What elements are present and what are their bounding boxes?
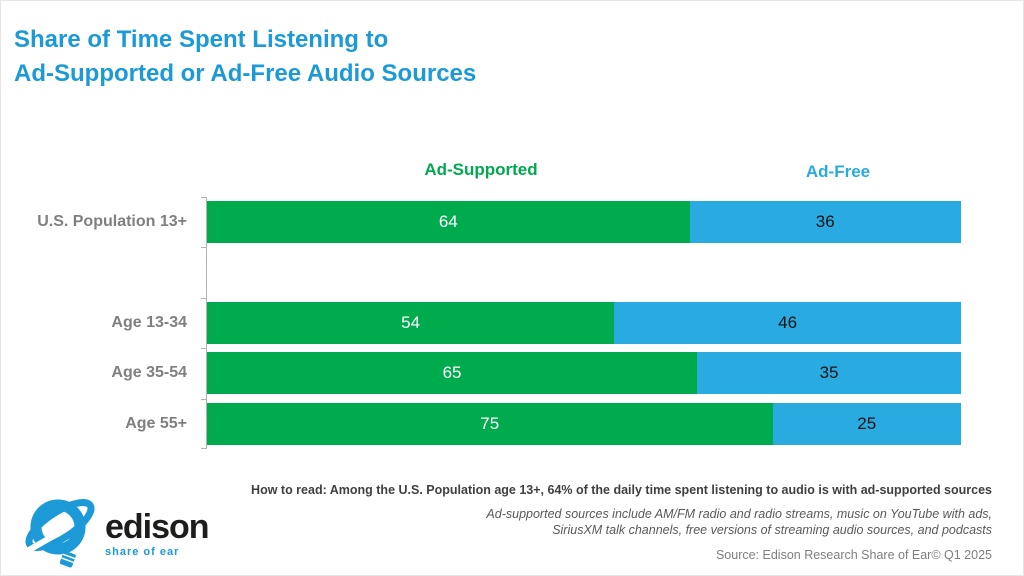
edison-lightbulb-icon — [23, 490, 99, 575]
category-labels: U.S. Population 13+ Age 13-34 Age 35-54 Age… — [1, 197, 197, 449]
value-label: 36 — [815, 212, 835, 231]
bar-row: 54 46 — [207, 301, 961, 344]
ad-free-segment: 35 — [697, 352, 961, 395]
axis-tick — [201, 448, 207, 449]
how-to-read-note: How to read: Among the U.S. Population a… — [251, 483, 992, 497]
edison-logo: edison share of ear — [23, 490, 210, 575]
category-label: Age 13-34 — [111, 314, 187, 331]
legend-ad-supported: Ad-Supported — [424, 160, 538, 179]
value-label: 54 — [401, 312, 421, 332]
value-label: 46 — [778, 312, 798, 332]
page-title-line1: Share of Time Spent Listening to — [14, 26, 389, 53]
source-credit: Source: Edison Research Share of Ear© Q1… — [715, 548, 992, 562]
sources-note-line1: Ad-supported sources include AM/FM radio… — [486, 507, 992, 521]
footnotes: How to read: Among the U.S. Population a… — [221, 482, 992, 562]
category-label: Age 55+ — [125, 414, 187, 432]
axis-tick — [201, 197, 207, 198]
axis-tick — [201, 398, 207, 400]
category-label: U.S. Population 13+ — [37, 213, 187, 231]
edison-logo-tagline: share of ear — [105, 546, 180, 558]
value-label: 75 — [480, 413, 500, 433]
y-axis-line — [206, 197, 207, 449]
ad-supported-segment: 65 — [207, 352, 698, 395]
axis-tick — [201, 247, 207, 249]
category-label: Age 35-54 — [111, 364, 187, 382]
ad-free-segment: 25 — [772, 402, 961, 445]
value-label: 35 — [819, 363, 839, 383]
edison-logo-name: edison — [105, 508, 210, 546]
legend-ad-free: Ad-Free — [805, 162, 871, 181]
bar-row: 64 36 — [207, 201, 961, 243]
stacked-bar-chart: U.S. Population 13+ Age 13-34 Age 35-54 Age… — [1, 197, 1023, 449]
value-label: 25 — [857, 413, 877, 433]
ad-free-segment: 46 — [614, 301, 961, 344]
value-label: 64 — [438, 212, 458, 231]
page-title-line2: Ad-Supported or Ad-Free Audio Sources — [14, 60, 477, 87]
axis-tick — [201, 348, 207, 350]
bar-row: 65 35 — [207, 352, 961, 395]
ad-free-segment: 36 — [689, 201, 961, 243]
ad-supported-segment: 54 — [207, 301, 615, 344]
sources-note-line2: SiriusXM talk channels, free versions of… — [552, 523, 992, 537]
ad-supported-segment: 75 — [207, 402, 773, 445]
ad-supported-segment: 64 — [207, 201, 690, 243]
edison-logo-text: edison share of ear — [105, 490, 210, 558]
plot-area: 64 36 54 46 65 35 75 25 — [207, 197, 961, 449]
sources-note: Ad-supported sources include AM/FM radio… — [221, 506, 992, 538]
page-title: Share of Time Spent Listening to Ad-Supp… — [14, 23, 476, 91]
axis-tick — [201, 297, 207, 299]
value-label: 65 — [442, 363, 462, 383]
bar-row: 75 25 — [207, 402, 961, 445]
